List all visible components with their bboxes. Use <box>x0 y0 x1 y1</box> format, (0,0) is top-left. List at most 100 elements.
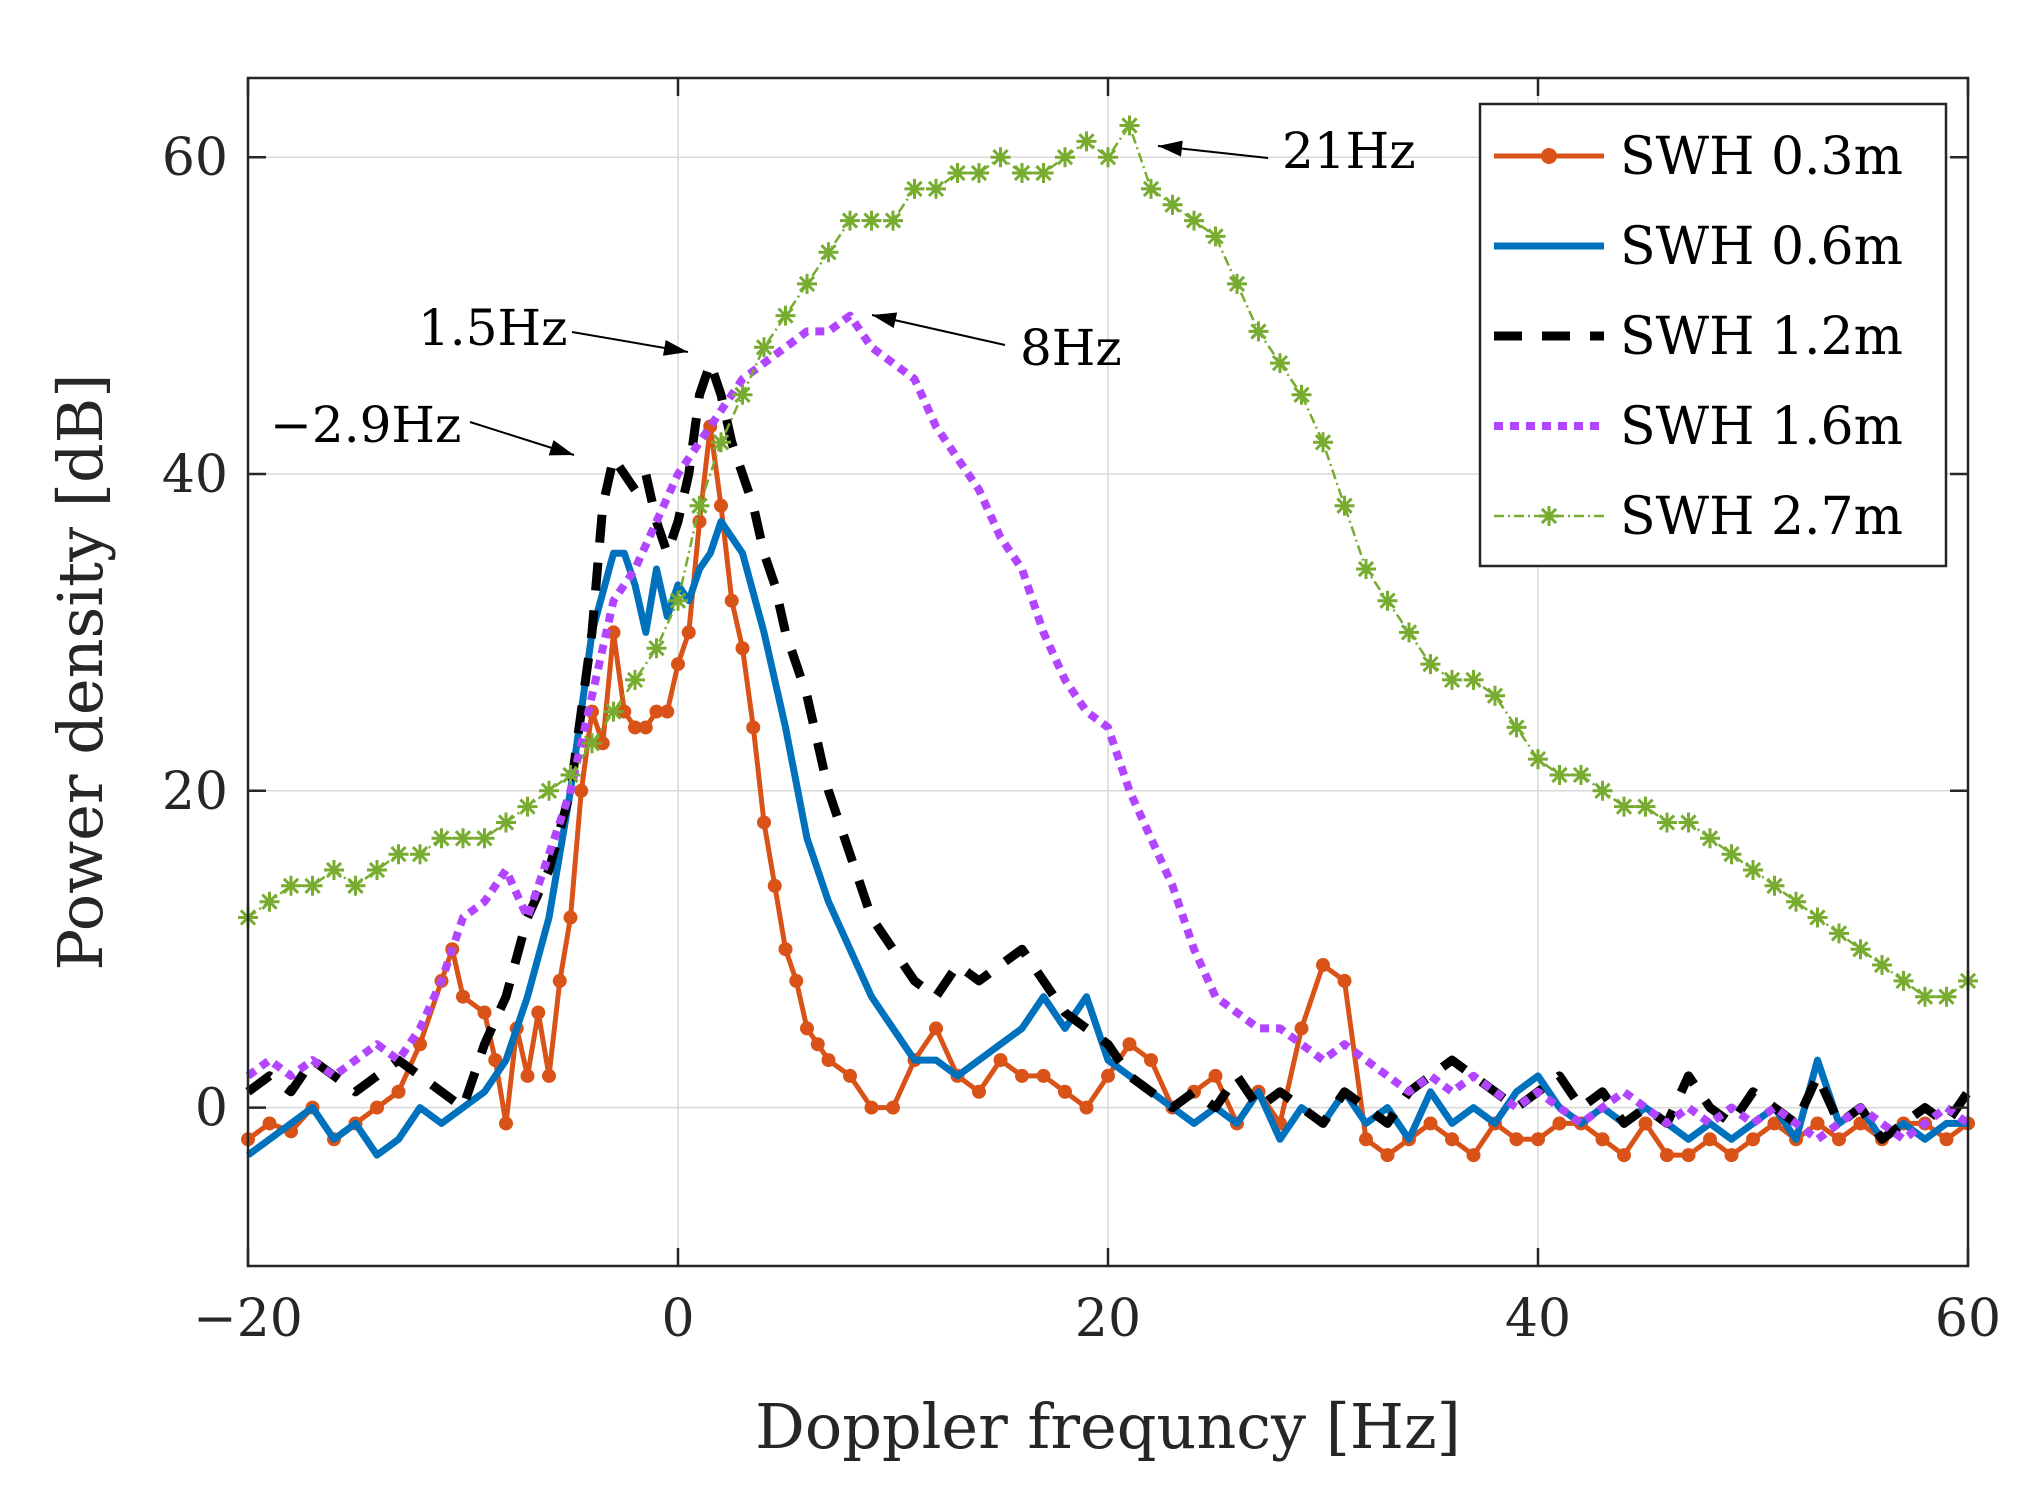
annotation-label: 1.5Hz <box>418 299 567 357</box>
series-point <box>1208 1068 1223 1083</box>
series-point <box>1552 1116 1567 1131</box>
series-point <box>1681 1148 1696 1163</box>
series-point <box>1423 1116 1438 1131</box>
series-point <box>1445 1132 1459 1147</box>
series-point <box>1915 986 1935 1007</box>
series-point <box>646 638 667 659</box>
series-point <box>1015 1068 1029 1083</box>
legend-marker <box>1541 148 1557 164</box>
series-point <box>552 973 567 988</box>
series-point <box>259 891 280 912</box>
series-point <box>1767 1116 1782 1131</box>
series-point <box>345 875 366 896</box>
series-point <box>431 828 452 849</box>
series-point <box>929 1021 943 1036</box>
series-point <box>993 1053 1008 1068</box>
series-point <box>1592 780 1613 801</box>
series-point <box>1294 1021 1309 1036</box>
series-point <box>1678 812 1699 833</box>
series-point <box>1356 559 1376 579</box>
series-point <box>531 1005 546 1020</box>
series-point <box>1832 1132 1846 1147</box>
series-point <box>1205 226 1226 247</box>
series-4 <box>238 115 1978 1007</box>
series-point <box>767 878 782 893</box>
annotation: 21Hz <box>1157 122 1416 180</box>
annotation-arrow-head <box>548 440 574 456</box>
series-line <box>245 311 1971 1144</box>
legend-label: SWH 1.6m <box>1620 397 1903 457</box>
series-point <box>1872 955 1892 975</box>
annotation-label: −2.9Hz <box>270 396 461 454</box>
series-point <box>1337 973 1352 988</box>
series-point <box>1549 765 1570 785</box>
series-point <box>861 210 882 231</box>
series-point <box>1442 669 1462 690</box>
series-point <box>724 593 739 608</box>
series-point <box>617 704 632 719</box>
annotation-arrow-head <box>872 312 898 329</box>
series-point <box>574 783 589 798</box>
series-point <box>1399 622 1419 643</box>
series-point <box>453 828 473 849</box>
series-point <box>1119 115 1140 136</box>
series-point <box>595 736 610 751</box>
series-point <box>410 844 430 865</box>
series-3 <box>245 311 1971 1144</box>
series-point <box>735 641 750 656</box>
series-point <box>477 1005 492 1020</box>
series-point <box>542 1068 556 1083</box>
series-point <box>800 1021 814 1036</box>
series-point <box>1466 1148 1481 1163</box>
series-point <box>1509 1132 1524 1147</box>
series-point <box>1703 1132 1717 1147</box>
series-point <box>1528 749 1548 770</box>
series-point <box>904 178 925 199</box>
series-point <box>1316 958 1330 973</box>
series-point <box>1380 1148 1395 1163</box>
series-point <box>1141 178 1161 199</box>
series-point <box>1657 812 1677 833</box>
ticks: −20 0 20 40 60 0 20 40 60 <box>162 78 2001 1349</box>
series-point <box>818 242 839 263</box>
series-point <box>1764 875 1785 896</box>
series-point <box>1850 939 1871 960</box>
series-point <box>1098 147 1118 168</box>
annotations: 1.5Hz −2.9Hz 8Hz 21Hz <box>270 122 1416 456</box>
series-point <box>539 780 559 801</box>
series-point <box>1227 273 1247 294</box>
x-tick-label: 40 <box>1505 1289 1571 1349</box>
series-point <box>302 875 323 896</box>
series-point <box>843 1068 857 1083</box>
series-point <box>797 273 817 294</box>
series-point <box>1079 1100 1094 1115</box>
series-point <box>1743 860 1763 880</box>
series-point <box>840 210 860 231</box>
series-point <box>775 305 796 326</box>
series-point <box>1936 986 1957 1007</box>
series-point <box>1313 432 1333 453</box>
y-tick-label: 40 <box>162 445 228 505</box>
series-point <box>1635 796 1656 817</box>
legend-label: SWH 1.2m <box>1620 307 1903 367</box>
legend-entry: SWH 2.7m <box>1494 487 1903 547</box>
series-point <box>391 1084 406 1099</box>
series-point <box>754 337 774 358</box>
series-point <box>281 875 301 896</box>
series-point <box>714 498 728 513</box>
series-point <box>1058 1084 1072 1099</box>
series-point <box>582 733 602 754</box>
annotation-label: 21Hz <box>1282 122 1416 180</box>
series-point <box>456 989 470 1004</box>
legend-entry: SWH 0.3m <box>1494 127 1903 187</box>
x-tick-label: 0 <box>661 1289 694 1349</box>
series-point <box>388 844 409 865</box>
series-point <box>649 704 664 719</box>
series-point <box>1122 1037 1137 1052</box>
series-point <box>671 657 685 672</box>
series-point <box>1595 1132 1610 1147</box>
series-point <box>1531 1132 1545 1147</box>
series-point <box>474 828 495 849</box>
series-point <box>517 796 538 817</box>
series-point <box>864 1100 879 1115</box>
